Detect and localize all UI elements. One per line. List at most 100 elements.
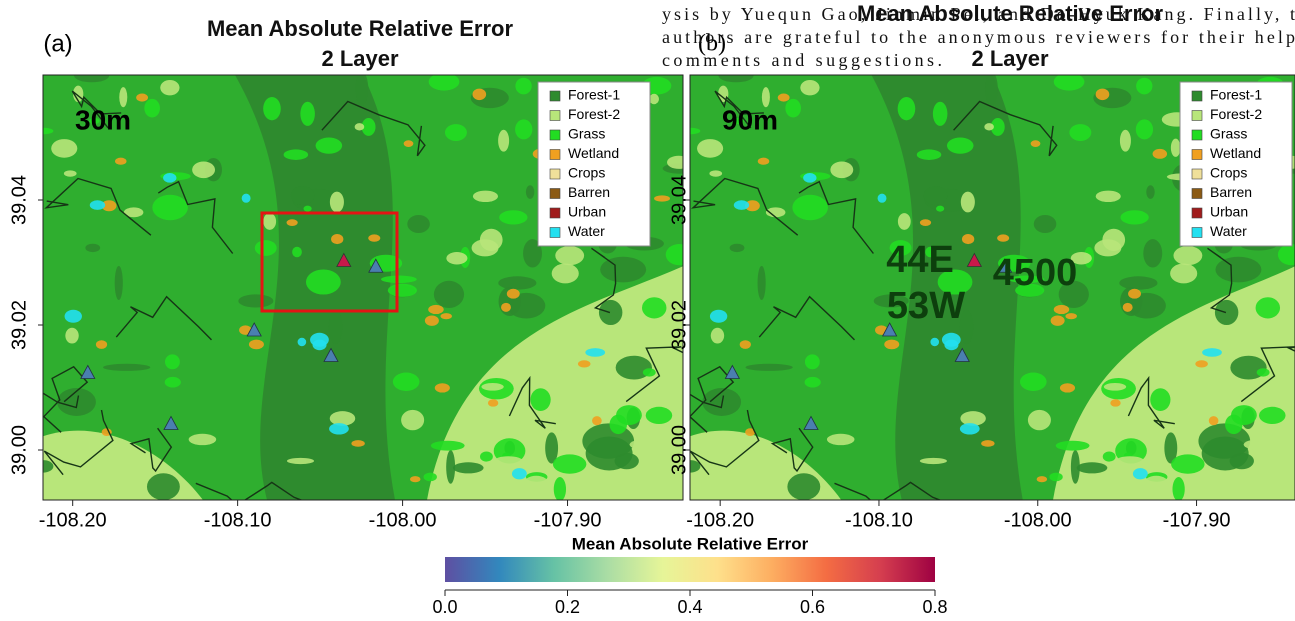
- legend-box: [1179, 81, 1293, 247]
- land-patch: [1070, 251, 1092, 265]
- land-patch: [960, 411, 986, 426]
- land-patch: [1214, 299, 1239, 326]
- contour: [129, 427, 173, 473]
- land-patch: [1127, 292, 1166, 319]
- contour: [834, 481, 942, 500]
- land-patch: [873, 294, 909, 308]
- land-patch: [745, 428, 756, 436]
- land-patch: [959, 423, 980, 435]
- land-patch: [115, 157, 127, 165]
- land-patch: [1172, 409, 1200, 432]
- land-patch: [936, 205, 945, 212]
- land-patch: [355, 75, 369, 107]
- legend-label: Forest-2: [568, 106, 620, 122]
- land-patch: [428, 304, 444, 315]
- y-tick-label: 39.02: [668, 300, 690, 350]
- land-patch: [43, 460, 54, 473]
- station: [966, 252, 983, 267]
- station: [954, 347, 970, 362]
- land-patch: [479, 228, 503, 252]
- contour: [714, 90, 764, 129]
- land-patch: [1053, 304, 1070, 315]
- land-patch: [1110, 399, 1121, 407]
- colorbar-tick-label: 0.8: [922, 597, 947, 617]
- land-patch: [329, 423, 349, 435]
- land-patch: [499, 210, 528, 225]
- land-patch: [997, 234, 1010, 242]
- contour: [43, 409, 114, 476]
- colorbar-tick-label: 0.4: [677, 597, 702, 617]
- land-patch: [629, 439, 661, 450]
- legend-swatch: [1191, 168, 1203, 180]
- land-patch: [74, 75, 110, 83]
- land-patch: [290, 185, 315, 206]
- legend-label: Wetland: [568, 145, 619, 161]
- contour: [690, 393, 725, 409]
- land-patch: [1255, 297, 1281, 319]
- contour: [1127, 375, 1175, 429]
- land-patch: [665, 244, 683, 266]
- contour: [157, 180, 234, 254]
- land-patch: [481, 382, 504, 391]
- land-patch: [248, 339, 264, 350]
- legend-swatch: [1191, 188, 1203, 199]
- land-patch: [43, 127, 54, 135]
- land-patch: [297, 337, 307, 347]
- land-patch: [424, 315, 439, 326]
- x-tick-label: -107.90: [534, 509, 602, 531]
- land-patch: [1135, 119, 1154, 140]
- land-patch: [1058, 280, 1089, 309]
- resolution-label: 90m: [722, 104, 778, 135]
- land-patch: [1033, 214, 1057, 234]
- land-patch: [1049, 472, 1063, 482]
- legend-label: Crops: [1210, 165, 1247, 181]
- land-patch: [990, 118, 1005, 136]
- land-patch: [387, 283, 417, 297]
- legend-swatch: [549, 129, 561, 141]
- map-annotation: 4500: [993, 252, 1078, 294]
- land-patch: [515, 119, 533, 140]
- land-patch: [1170, 138, 1181, 157]
- land-patch: [1027, 409, 1051, 431]
- legend-swatch: [549, 227, 561, 238]
- land-patch: [1120, 210, 1149, 225]
- contour: [508, 375, 556, 429]
- land-patch: [897, 97, 916, 121]
- land-patch: [718, 75, 754, 83]
- land-patch: [434, 383, 450, 393]
- land-patch: [690, 460, 701, 473]
- land-patch: [745, 200, 760, 212]
- land-patch: [144, 98, 160, 118]
- land-patch: [941, 332, 961, 347]
- land-patch: [1136, 77, 1153, 95]
- land-patch: [1143, 239, 1163, 268]
- x-tick-label: -108.00: [1004, 509, 1072, 531]
- land-patch: [286, 219, 298, 226]
- land-patch: [800, 79, 820, 96]
- land-patch: [826, 433, 855, 446]
- land-patch: [667, 155, 683, 169]
- contour: [71, 90, 122, 129]
- land-patch: [315, 137, 343, 154]
- land-patch: [598, 299, 623, 326]
- land-patch: [101, 200, 117, 212]
- land-patch: [919, 219, 932, 226]
- land-patch: [923, 185, 948, 206]
- x-tick-label: -108.10: [845, 509, 913, 531]
- land-patch: [925, 246, 935, 258]
- land-patch: [1065, 313, 1077, 320]
- y-tick-label: 39.00: [668, 425, 690, 475]
- land-patch: [981, 440, 995, 447]
- land-patch: [792, 194, 828, 221]
- land-patch: [286, 457, 315, 465]
- land-patch: [241, 193, 251, 203]
- land-patch: [305, 269, 341, 295]
- contour: [690, 365, 735, 433]
- land-patch: [239, 325, 252, 335]
- land-patch: [511, 468, 527, 480]
- land-patch: [1243, 439, 1275, 450]
- land-patch: [932, 101, 948, 126]
- land-patch: [777, 93, 790, 102]
- land-patch: [1030, 140, 1041, 147]
- station: [724, 364, 741, 379]
